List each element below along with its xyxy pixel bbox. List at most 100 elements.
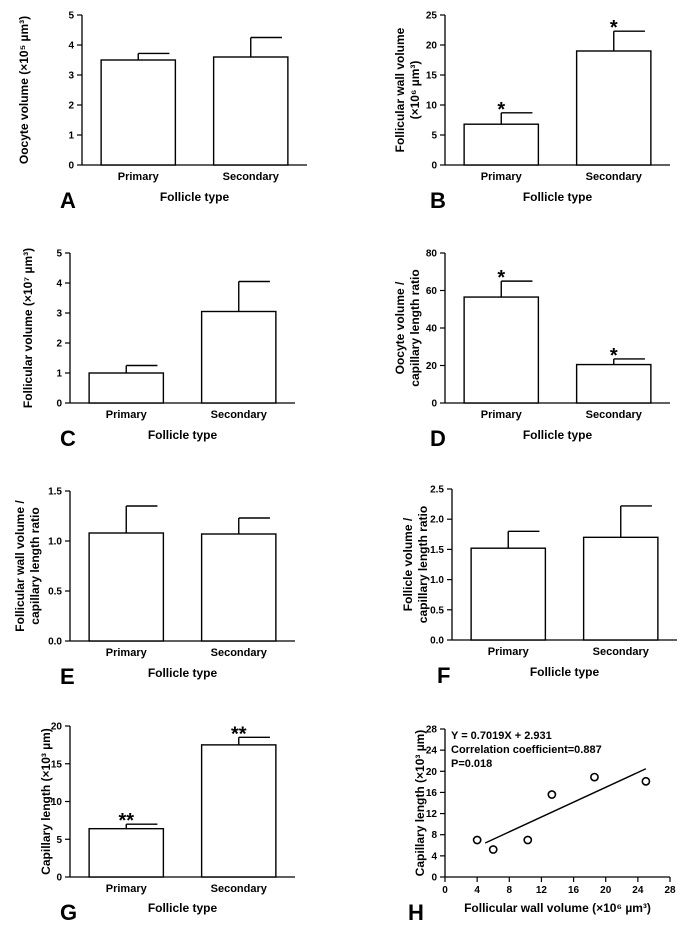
panel-a-y-tick-label: 5	[68, 11, 74, 22]
panel-h-x-tick-label: 16	[568, 885, 580, 896]
panel-f-y-tick-label: 2.5	[430, 485, 444, 496]
panel-b-y-label: Follicular wall volume	[393, 27, 407, 152]
panel-e-category-label: Primary	[106, 647, 148, 659]
panel-h-y-tick-label: 24	[426, 746, 438, 757]
panel-h-y-tick-label: 12	[426, 809, 438, 820]
panel-h-y-tick-label: 16	[426, 788, 438, 799]
panel-f-x-label: Follicle type	[530, 665, 600, 679]
panel-c-bar-primary	[88, 372, 165, 404]
panel-g-y-tick-label: 0	[56, 873, 62, 884]
panel-d-y-tick-label: 0	[431, 399, 437, 410]
panel-g-significance-marker: **	[231, 723, 247, 745]
panel-h-y-tick-label: 28	[426, 725, 438, 736]
panel-h-data-point	[523, 835, 533, 845]
panel-c-y-tick-label: 0	[56, 399, 62, 410]
panel-f-y-label: capillary length ratio	[416, 506, 430, 623]
panel-a-bar-secondary	[212, 56, 289, 166]
panel-f-category-label: Primary	[488, 646, 530, 658]
panel-b-bar-secondary	[575, 50, 652, 166]
panel-e-category-label: Secondary	[211, 647, 268, 659]
panel-e-y-tick-label: 0.0	[48, 637, 62, 648]
panel-h-x-tick-label: 4	[474, 885, 480, 896]
panel-a-x-label: Follicle type	[160, 190, 230, 204]
panel-d-letter: D	[430, 426, 446, 451]
panel-c-category-label: Secondary	[211, 409, 268, 421]
panel-g-y-tick-label: 10	[51, 797, 63, 808]
panel-b-y-tick-label: 10	[426, 101, 438, 112]
panel-e-y-tick-label: 0.5	[48, 587, 62, 598]
panel-g-category-label: Primary	[106, 883, 148, 895]
panel-h-data-point	[641, 776, 651, 786]
panel-d-y-tick-label: 60	[426, 286, 438, 297]
panel-g-bar-secondary	[200, 744, 277, 878]
panel-h-data-point	[488, 845, 498, 854]
panel-f-y-tick-label: 0.5	[430, 605, 444, 616]
panel-g-y-tick-label: 15	[51, 759, 63, 770]
panel-a-y-tick-label: 4	[68, 41, 74, 52]
panel-h-data-point	[472, 835, 482, 845]
panel-g-x-label: Follicle type	[148, 901, 218, 915]
panel-h-x-tick-label: 28	[664, 885, 676, 896]
panel-b-y-tick-label: 5	[431, 131, 437, 142]
panel-e-x-label: Follicle type	[148, 666, 218, 680]
panel-h-y-label: Capillary length (×10³ µm)	[413, 730, 427, 877]
panel-f-letter: F	[437, 663, 450, 688]
panel-b-y-tick-label: 0	[431, 161, 437, 172]
panel-b-category-label: Primary	[481, 171, 523, 183]
panel-b-category-label: Secondary	[586, 171, 643, 183]
panel-h-data-point	[547, 790, 557, 799]
panel-g-y-tick-label: 5	[56, 835, 62, 846]
panel-h-y-tick-label: 20	[426, 767, 438, 778]
panel-f-category-label: Secondary	[593, 646, 650, 658]
panel-b-y-tick-label: 25	[426, 11, 438, 22]
panel-d-y-label: capillary length ratio	[408, 269, 422, 386]
panel-c-x-label: Follicle type	[148, 428, 218, 442]
panel-d-y-label: Oocyte volume /	[393, 281, 407, 374]
panel-a-y-tick-label: 3	[68, 71, 74, 82]
panel-d-significance-marker: *	[497, 267, 505, 289]
panel-g-bar-primary	[88, 827, 165, 878]
panel-h-annotation: Y = 0.7019X + 2.931	[451, 730, 552, 742]
panel-h-annotation: Correlation coefficient=0.887	[451, 744, 602, 756]
panel-f-y-tick-label: 2.0	[430, 515, 444, 526]
panel-d-significance-marker: *	[610, 345, 618, 367]
panel-g-y-label: Capillary length (×10³ µm)	[39, 728, 53, 875]
panel-f-y-tick-label: 0.0	[430, 636, 444, 647]
panel-h-x-tick-label: 12	[536, 885, 548, 896]
panel-h-data-point	[590, 772, 599, 782]
panel-f-y-label: Follicle volume /	[401, 517, 415, 611]
panel-c-category-label: Primary	[106, 409, 148, 421]
panel-a-y-label: Oocyte volume (×10⁵ µm³)	[17, 16, 31, 164]
panel-a-y-tick-label: 1	[68, 131, 74, 142]
panel-b-bar-primary	[463, 123, 540, 166]
panel-d-category-label: Primary	[481, 409, 523, 421]
panel-d-bar-primary	[463, 296, 540, 404]
panel-h-x-tick-label: 0	[442, 885, 448, 896]
panel-d-y-tick-label: 20	[426, 361, 438, 372]
panel-h-x-tick-label: 20	[600, 885, 612, 896]
panel-a-letter: A	[60, 188, 76, 213]
panel-b-y-tick-label: 15	[426, 71, 438, 82]
panel-c-letter: C	[60, 426, 76, 451]
panel-f-bar-secondary	[582, 536, 659, 641]
panel-h-x-tick-label: 8	[507, 885, 513, 896]
panel-b-significance-marker: *	[497, 99, 505, 121]
panel-f-y-tick-label: 1.0	[430, 575, 444, 586]
panel-b-significance-marker: *	[610, 17, 618, 39]
panel-a-y-tick-label: 2	[68, 101, 74, 112]
panel-d-x-label: Follicle type	[523, 428, 593, 442]
panel-h-letter: H	[408, 900, 424, 925]
panel-c-y-tick-label: 5	[56, 249, 62, 260]
panel-b-x-label: Follicle type	[523, 190, 593, 204]
panel-a-category-label: Secondary	[223, 171, 280, 183]
panel-a-category-label: Primary	[118, 171, 160, 183]
panel-e-bar-primary	[88, 532, 165, 642]
panel-e-y-label: Follicular wall volume /	[13, 500, 27, 632]
panel-b-y-tick-label: 20	[426, 41, 438, 52]
panel-a-y-tick-label: 0	[68, 161, 74, 172]
panel-g-letter: G	[60, 900, 77, 925]
panel-e-y-tick-label: 1.0	[48, 537, 62, 548]
panel-c-y-label: Follicular volume (×10⁷ µm³)	[21, 248, 35, 408]
panel-e-y-label: capillary length ratio	[28, 507, 42, 624]
